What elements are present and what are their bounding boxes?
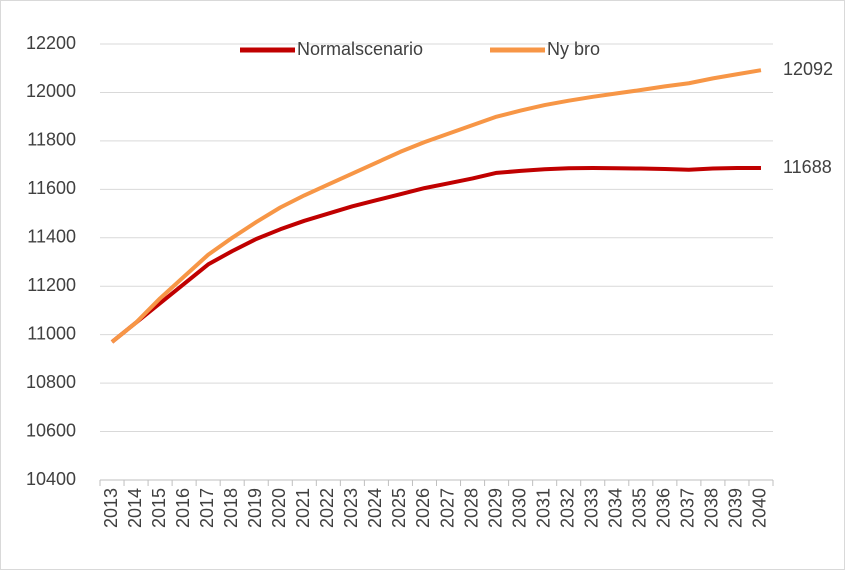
y-tick-label: 11600 <box>27 178 76 198</box>
x-tick-label: 2017 <box>197 488 217 528</box>
end-label: 11688 <box>783 157 832 177</box>
x-tick-label: 2036 <box>654 488 674 528</box>
y-tick-label: 11000 <box>27 323 76 343</box>
x-tick-label: 2033 <box>581 488 601 528</box>
x-tick-label: 2031 <box>533 488 553 528</box>
legend-label: Ny bro <box>547 39 600 59</box>
y-tick-label: 11400 <box>27 227 76 247</box>
x-tick-label: 2015 <box>149 488 169 528</box>
x-tick-label: 2013 <box>101 488 121 528</box>
x-tick-label: 2024 <box>365 488 385 528</box>
x-tick-label: 2038 <box>702 488 722 528</box>
x-tick-label: 2029 <box>485 488 505 528</box>
x-tick-label: 2026 <box>413 488 433 528</box>
x-tick-label: 2039 <box>726 488 746 528</box>
x-tick-label: 2022 <box>317 488 337 528</box>
x-tick-label: 2034 <box>606 488 626 528</box>
y-tick-label: 12200 <box>26 33 76 53</box>
x-tick-label: 2027 <box>437 488 457 528</box>
y-tick-label: 11800 <box>27 130 76 150</box>
x-tick-label: 2019 <box>245 488 265 528</box>
x-tick-label: 2028 <box>461 488 481 528</box>
end-label: 12092 <box>783 59 833 79</box>
x-tick-label: 2030 <box>509 488 529 528</box>
x-tick-label: 2014 <box>125 488 145 528</box>
y-tick-label: 10400 <box>26 469 76 489</box>
y-tick-label: 11200 <box>27 275 76 295</box>
x-tick-label: 2032 <box>557 488 577 528</box>
x-tick-label: 2040 <box>750 488 770 528</box>
y-tick-label: 12000 <box>26 81 76 101</box>
y-tick-label: 10800 <box>26 372 76 392</box>
legend-label: Normalscenario <box>297 39 423 59</box>
x-tick-label: 2025 <box>389 488 409 528</box>
x-tick-label: 2037 <box>678 488 698 528</box>
x-tick-label: 2021 <box>293 488 313 528</box>
x-tick-label: 2018 <box>221 488 241 528</box>
series-line <box>110 166 761 344</box>
x-tick-label: 2020 <box>269 488 289 528</box>
x-tick-label: 2023 <box>341 488 361 528</box>
x-tick-label: 2035 <box>630 488 650 528</box>
series-line <box>110 68 762 344</box>
x-tick-label: 2016 <box>173 488 193 528</box>
y-tick-label: 10600 <box>26 420 76 440</box>
